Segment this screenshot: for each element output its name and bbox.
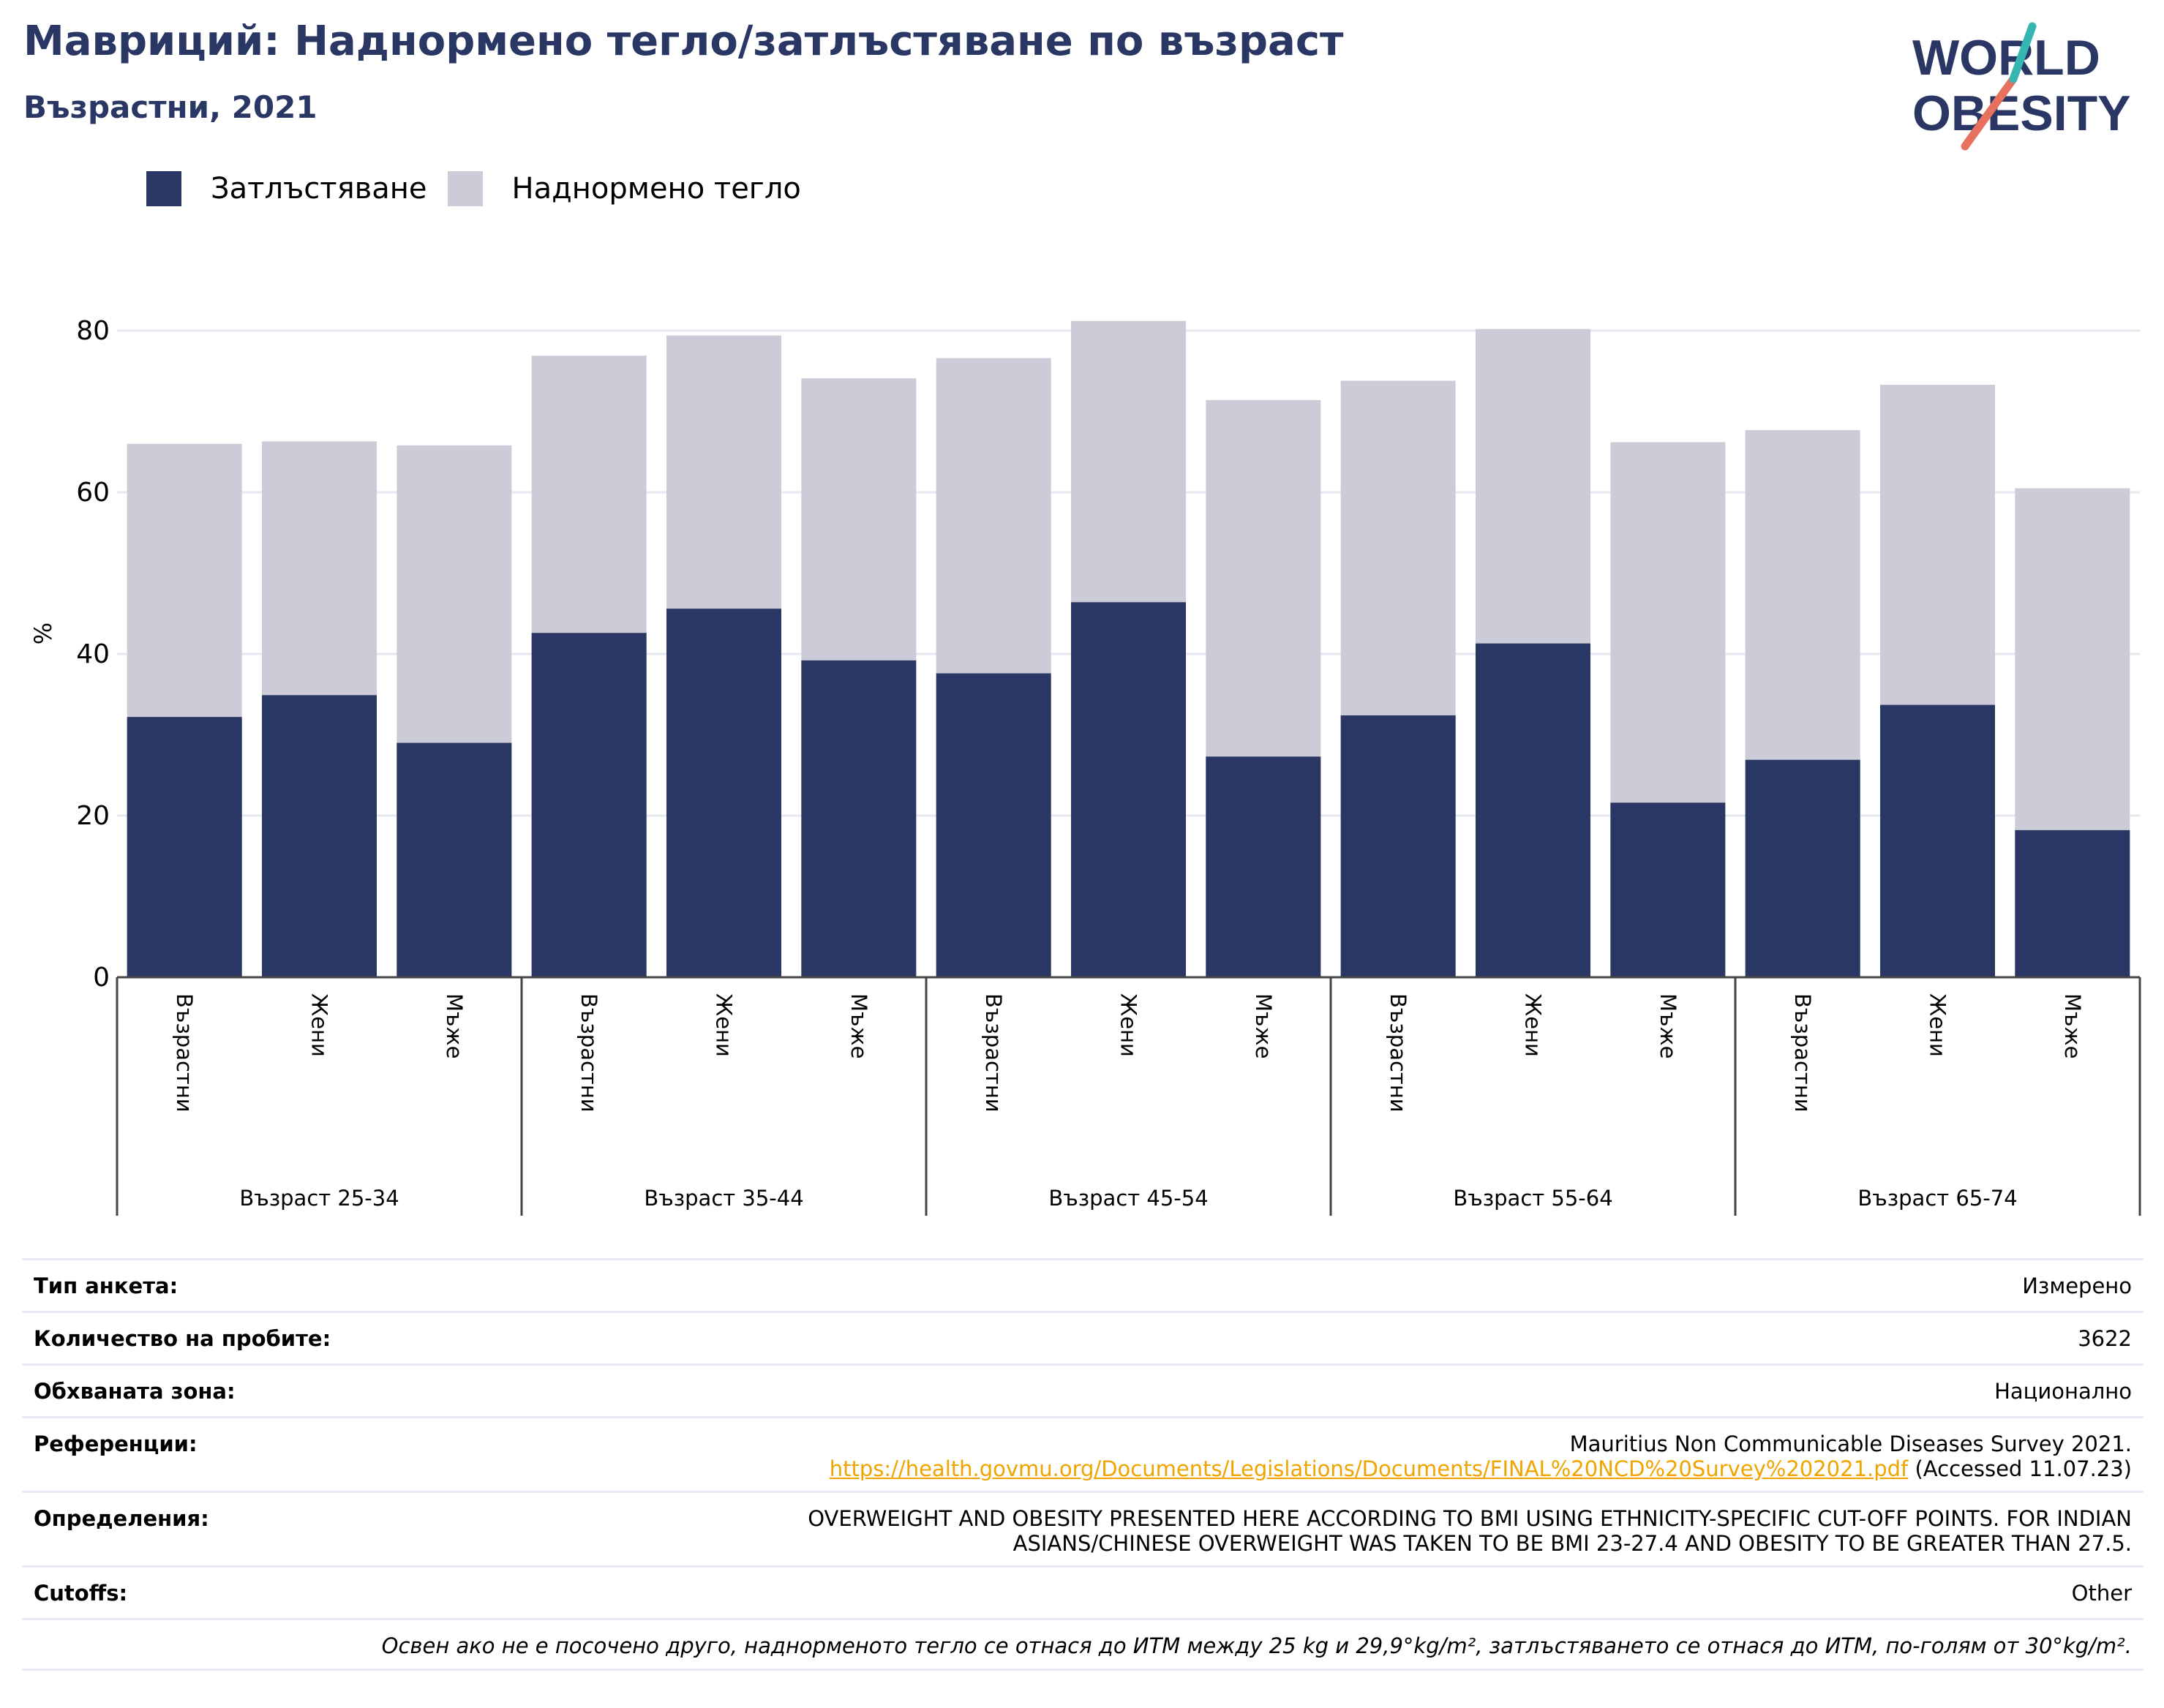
bar-obesity [1476,643,1590,977]
reference-title: Mauritius Non Communicable Diseases Surv… [1569,1432,2132,1456]
group-label: Възраст 45-54 [1048,1186,1208,1211]
x-tick-label: Мъже [1251,993,1276,1058]
y-tick-label: 60 [76,478,110,508]
bar-obesity [1880,704,1995,977]
y-tick-label: 40 [76,639,110,669]
bars [127,320,2130,977]
info-row-definitions: Определения: OVERWEIGHT AND OBESITY PRES… [22,1491,2144,1565]
info-label: Количество на пробите: [34,1326,331,1351]
chart-subtitle: Възрастни, 2021 [23,89,318,125]
x-tick-label: Жени [307,993,332,1057]
bar-obesity [1340,715,1456,977]
legend-label-overweight: Наднормено тегло [511,172,801,206]
legend: Затлъстяване Наднормено тегло [146,168,822,209]
info-value: Национално [1994,1379,2132,1404]
reference-link[interactable]: https://health.govmu.org/Documents/Legis… [829,1456,1909,1481]
logo-line2: OBESITY [1912,86,2131,141]
bar-obesity [936,673,1051,977]
bar-obesity [801,660,917,977]
y-tick-label: 0 [93,963,110,993]
logo-slash-teal [2009,22,2037,83]
logo-line1: WORLD [1912,30,2100,86]
info-row-sample-size: Количество на пробите: 3622 [22,1311,2144,1363]
chart-title: Мавриций: Наднормено тегло/затлъстяване … [23,18,1344,65]
bar-obesity [127,717,242,977]
info-label: Определения: [34,1506,209,1531]
x-tick-label: Мъже [442,993,467,1058]
bar-obesity [1610,802,1726,977]
bar-obesity [666,609,781,977]
info-label: Обхваната зона: [34,1379,236,1404]
bar-obesity [1206,756,1321,977]
info-row-area: Обхваната зона: Национално [22,1363,2144,1416]
info-row-survey-type: Тип анкета: Измерено [22,1258,2144,1311]
reference-accessed: (Accessed 11.07.23) [1908,1456,2132,1481]
info-label: Cutoffs: [34,1581,128,1606]
legend-swatch-obesity [146,171,181,206]
info-value: Mauritius Non Communicable Diseases Surv… [830,1432,2132,1481]
info-value: Измерено [2022,1274,2132,1298]
info-table: Тип анкета: Измерено Количество на проби… [22,1258,2144,1671]
x-tick-label: Възрастни [576,993,601,1113]
group-label: Възраст 25-34 [239,1186,399,1211]
definition-line2: ASIANS/CHINESE OVERWEIGHT WAS TAKEN TO B… [1013,1531,2132,1556]
info-label: Тип анкета: [34,1274,179,1298]
bar-obesity [397,742,512,977]
x-tick-label: Възрастни [1790,993,1815,1113]
x-tick-label: Жени [1926,993,1950,1057]
info-value: 3622 [2078,1326,2132,1351]
group-label: Възраст 35-44 [644,1186,803,1211]
y-tick-label: 20 [76,801,110,831]
logo-slash-orange [1961,75,2018,151]
world-obesity-logo: WORLD OBESITY [1912,22,2131,151]
bar-obesity [1745,759,1860,977]
legend-label-obesity: Затлъстяване [211,172,427,206]
x-tick-label: Жени [1521,993,1546,1057]
definition-line1: OVERWEIGHT AND OBESITY PRESENTED HERE AC… [808,1506,2132,1531]
bar-obesity [2015,829,2130,977]
x-tick-label: Жени [1116,993,1141,1057]
info-value: Other [2071,1581,2132,1606]
legend-swatch-overweight [447,171,483,206]
x-tick-label: Възрастни [172,993,197,1113]
info-value: OVERWEIGHT AND OBESITY PRESENTED HERE AC… [808,1506,2132,1556]
x-tick-label: Възрастни [981,993,1006,1113]
y-tick-label: 80 [76,316,110,346]
group-label: Възраст 55-64 [1453,1186,1612,1211]
axes: 0 20 40 60 80 Възрастни Жени Мъже Възрастни Жени М… [76,316,2141,1216]
bar-obesity [531,633,647,977]
x-tick-label: Мъже [2060,993,2085,1058]
info-label: Референции: [34,1432,198,1456]
group-label: Възраст 65-74 [1857,1186,2017,1211]
x-tick-label: Жени [712,993,737,1057]
bar-obesity [262,695,377,977]
footnote: Освен ако не е посочено друго, наднормен… [22,1618,2144,1671]
bar-chart: 0 20 40 60 80 Възрастни Жени Мъже Възрастни Жени М… [29,316,2141,1216]
x-tick-label: Мъже [1656,993,1680,1058]
bar-obesity [1071,602,1186,977]
x-tick-label: Мъже [846,993,871,1058]
x-tick-label: Възрастни [1386,993,1410,1113]
info-row-references: Референции: Mauritius Non Communicable D… [22,1416,2144,1491]
y-axis-label: % [29,622,57,644]
info-row-cutoffs: Cutoffs: Other [22,1565,2144,1618]
